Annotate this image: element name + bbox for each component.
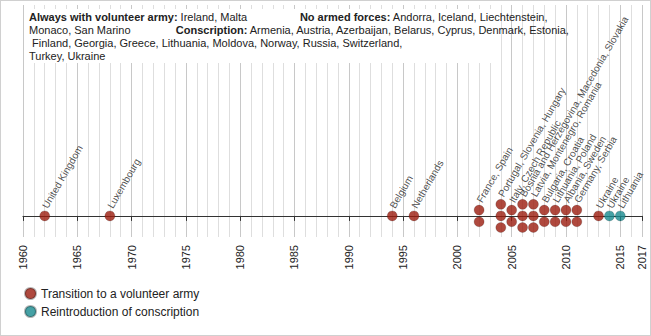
svg-text:Ukraine: Ukraine <box>593 175 621 211</box>
svg-text:Albania, Sweden: Albania, Sweden <box>561 134 609 205</box>
svg-text:Bosnia and Herzegovina, Macedo: Bosnia and Herzegovina, Macedonia, Slova… <box>517 14 631 199</box>
svg-text:2010: 2010 <box>560 245 572 269</box>
svg-text:Transition to a volunteer army: Transition to a volunteer army <box>41 287 199 301</box>
svg-text:No armed forces:: No armed forces: <box>300 11 390 23</box>
svg-text:1960: 1960 <box>17 245 29 269</box>
svg-text:1975: 1975 <box>180 245 192 269</box>
svg-text:2015: 2015 <box>614 245 626 269</box>
svg-text:Latvia, Montenegro, Romania: Latvia, Montenegro, Romania <box>528 79 604 199</box>
svg-text:1990: 1990 <box>343 245 355 269</box>
svg-text:2005: 2005 <box>506 245 518 269</box>
svg-text:Belgium: Belgium <box>387 173 415 211</box>
svg-text:Luxembourg: Luxembourg <box>105 157 142 211</box>
svg-text:Portugal, Slovenia, Hungary: Portugal, Slovenia, Hungary <box>496 85 568 199</box>
svg-text:Turkey, Ukraine: Turkey, Ukraine <box>29 50 105 62</box>
svg-text:Finland, Georgia, Greece, Lith: Finland, Georgia, Greece, Lithuania, Mol… <box>29 37 405 49</box>
svg-text:Bulgaria, Croatia: Bulgaria, Croatia <box>539 134 587 205</box>
svg-text:Reintroduction of conscription: Reintroduction of conscription <box>41 305 199 319</box>
svg-text:Monaco, San Marino: Monaco, San Marino <box>29 24 131 36</box>
svg-text:1980: 1980 <box>234 245 246 269</box>
svg-text:Lithuania, Poland: Lithuania, Poland <box>550 132 599 205</box>
svg-text:Armenia, Austria, Azerbaijan,: Armenia, Austria, Azerbaijan, Belarus, C… <box>247 24 569 36</box>
svg-text:2017: 2017 <box>636 245 648 269</box>
svg-text:Lithuania: Lithuania <box>616 169 646 210</box>
svg-text:1965: 1965 <box>71 245 83 269</box>
svg-text:Conscription:: Conscription: <box>176 24 248 36</box>
svg-text:Always with volunteer army:: Always with volunteer army: <box>29 11 178 23</box>
svg-text:1985: 1985 <box>288 245 300 269</box>
svg-text:1995: 1995 <box>397 245 409 269</box>
svg-text:United Kingdom: United Kingdom <box>40 143 85 210</box>
svg-text:Andorra, Iceland, Liechtenstei: Andorra, Iceland, Liechtenstein, <box>390 11 550 23</box>
svg-text:2000: 2000 <box>451 245 463 269</box>
svg-text:1970: 1970 <box>126 245 138 269</box>
svg-text:France, Spain: France, Spain <box>474 145 515 205</box>
svg-text:Netherlands: Netherlands <box>409 158 445 210</box>
svg-text:Germany, Serbia: Germany, Serbia <box>572 134 619 205</box>
svg-text:Ireland, Malta: Ireland, Malta <box>178 11 249 23</box>
